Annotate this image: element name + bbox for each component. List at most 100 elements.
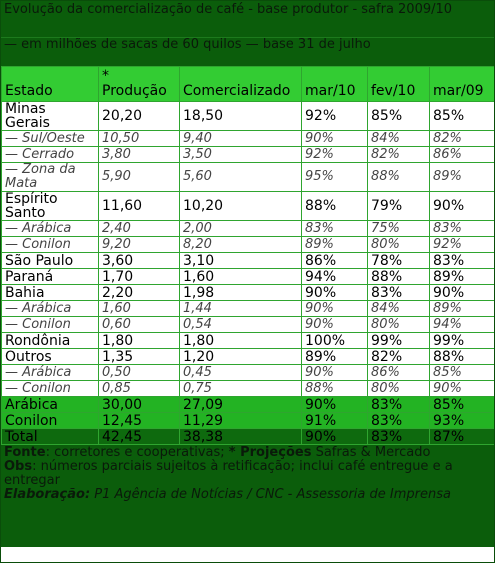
label: * Projeções xyxy=(228,445,312,460)
row-label: Conilon xyxy=(1,412,99,429)
row-label: — Cerrado xyxy=(1,146,99,163)
row-label: — Conilon xyxy=(1,380,99,397)
cell: 3,50 xyxy=(179,146,302,163)
cell: 0,50 xyxy=(98,364,180,381)
cell: 94% xyxy=(301,268,368,285)
data-table: Estado * Produção Comercializado mar/10 fev/… xyxy=(1,66,494,445)
cell: 94% xyxy=(429,316,494,333)
row-label: — Sul/Oeste xyxy=(1,130,99,147)
table-row: São Paulo 3,60 3,10 86% 78% 83% xyxy=(1,252,494,269)
cell: 78% xyxy=(367,252,430,269)
cell: 1,60 xyxy=(179,268,302,285)
cell: 85% xyxy=(429,396,494,413)
table-row: — Arábica 0,50 0,45 90% 86% 85% xyxy=(1,364,494,381)
text: P1 Agência de Notícias / CNC - Assessori… xyxy=(90,487,451,502)
cell: 80% xyxy=(367,380,430,397)
cell: 89% xyxy=(429,162,494,192)
table-row: Minas Gerais 20,20 18,50 92% 85% 85% xyxy=(1,101,494,131)
cell: 79% xyxy=(367,191,430,221)
cell: 90% xyxy=(301,428,368,445)
row-label: — Conilon xyxy=(1,316,99,333)
cell: 9,20 xyxy=(98,236,180,253)
cell: 75% xyxy=(367,220,430,237)
cell: 85% xyxy=(429,364,494,381)
table-row: Arábica 30,00 27,09 90% 83% 85% xyxy=(1,396,494,413)
row-label: Bahia xyxy=(1,284,99,301)
cell: 80% xyxy=(367,316,430,333)
column-header: mar/09 xyxy=(429,66,494,102)
cell: 92% xyxy=(301,146,368,163)
table-row: Rondônia 1,80 1,80 100% 99% 99% xyxy=(1,332,494,349)
cell: 90% xyxy=(301,300,368,317)
cell: 90% xyxy=(301,130,368,147)
column-header: * Produção xyxy=(98,66,180,102)
cell: 83% xyxy=(429,220,494,237)
table-row: — Conilon 0,60 0,54 90% 80% 94% xyxy=(1,316,494,333)
label: Obs xyxy=(4,459,33,474)
header-row: Estado * Produção Comercializado mar/10 fev/… xyxy=(1,66,494,102)
column-header: mar/10 xyxy=(301,66,368,102)
text: : números parciais sujeitos à retificaçã… xyxy=(4,459,453,488)
cell: 89% xyxy=(301,348,368,365)
cell: 83% xyxy=(429,252,494,269)
cell: 0,54 xyxy=(179,316,302,333)
row-label: São Paulo xyxy=(1,252,99,269)
cell: 1,60 xyxy=(98,300,180,317)
table-row: Outros 1,35 1,20 89% 82% 88% xyxy=(1,348,494,365)
cell: 82% xyxy=(367,348,430,365)
cell: 3,60 xyxy=(98,252,180,269)
cell: 90% xyxy=(301,284,368,301)
cell: 85% xyxy=(429,101,494,131)
cell: 84% xyxy=(367,130,430,147)
cell: 88% xyxy=(429,348,494,365)
subtitle: — em milhões de sacas de 60 quilos — bas… xyxy=(1,37,494,66)
cell: 89% xyxy=(429,300,494,317)
cell: 90% xyxy=(301,396,368,413)
label: Elaboração: xyxy=(4,487,91,502)
cell: 0,85 xyxy=(98,380,180,397)
cell: 1,35 xyxy=(98,348,180,365)
cell: 0,75 xyxy=(179,380,302,397)
cell: 8,20 xyxy=(179,236,302,253)
cell: 86% xyxy=(301,252,368,269)
cell: 90% xyxy=(301,316,368,333)
cell: 88% xyxy=(301,191,368,221)
row-label: Minas Gerais xyxy=(1,101,99,131)
row-label: Arábica xyxy=(1,396,99,413)
cell: 30,00 xyxy=(98,396,180,413)
table-row: — Zona da Mata 5,90 5,60 95% 88% 89% xyxy=(1,162,494,192)
cell: 38,38 xyxy=(179,428,302,445)
cell: 20,20 xyxy=(98,101,180,131)
cell: 84% xyxy=(367,300,430,317)
cell: 18,50 xyxy=(179,101,302,131)
row-label: Total xyxy=(1,428,99,445)
cell: 5,60 xyxy=(179,162,302,192)
cell: 83% xyxy=(367,428,430,445)
row-label: — Conilon xyxy=(1,236,99,253)
cell: 90% xyxy=(429,191,494,221)
cell: 3,80 xyxy=(98,146,180,163)
cell: 89% xyxy=(429,268,494,285)
table-row: — Cerrado 3,80 3,50 92% 82% 86% xyxy=(1,146,494,163)
cell: 89% xyxy=(301,236,368,253)
cell: 90% xyxy=(301,364,368,381)
cell: 2,40 xyxy=(98,220,180,237)
credit-note: Elaboração: P1 Agência de Notícias / CNC… xyxy=(4,488,491,502)
cell: 91% xyxy=(301,412,368,429)
label: Fonte xyxy=(4,445,46,460)
cell: 99% xyxy=(367,332,430,349)
cell: 3,10 xyxy=(179,252,302,269)
cell: 10,50 xyxy=(98,130,180,147)
row-label: Paraná xyxy=(1,268,99,285)
row-label: — Arábica xyxy=(1,220,99,237)
cell: 1,80 xyxy=(179,332,302,349)
cell: 90% xyxy=(429,380,494,397)
cell: 88% xyxy=(367,268,430,285)
cell: 11,60 xyxy=(98,191,180,221)
cell: 10,20 xyxy=(179,191,302,221)
table-body: Minas Gerais 20,20 18,50 92% 85% 85% — Sul/Oes… xyxy=(1,101,494,445)
cell: 1,44 xyxy=(179,300,302,317)
cell: 5,90 xyxy=(98,162,180,192)
cell: 83% xyxy=(367,284,430,301)
